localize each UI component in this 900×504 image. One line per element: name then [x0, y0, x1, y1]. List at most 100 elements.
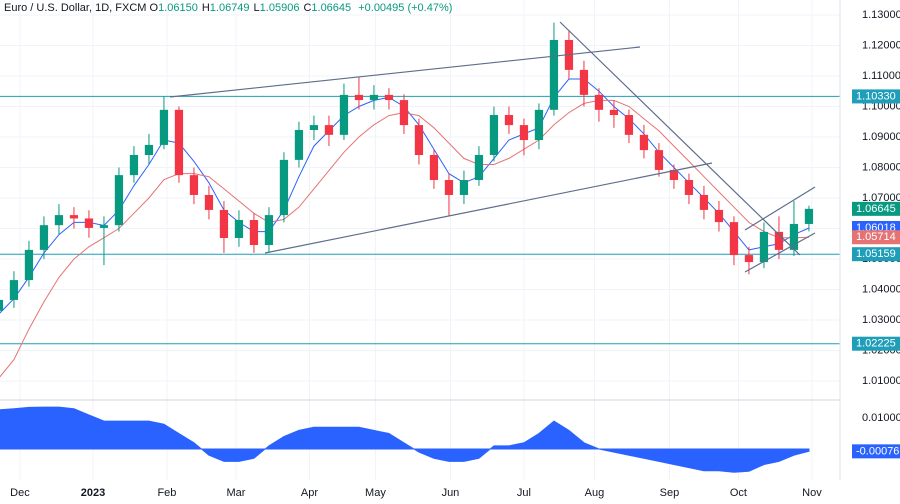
trend-line: [559, 21, 801, 256]
ohlc: O1.06150 H1.06749 L1.05906 C1.06645: [150, 2, 356, 14]
candle-body: [789, 223, 799, 250]
x-tick-label: Dec: [10, 487, 30, 499]
y-tick-label: 1.03000: [862, 314, 900, 326]
ohlc-value: 1.05906: [259, 2, 300, 14]
candle-body: [189, 175, 199, 195]
candle-body: [654, 150, 664, 170]
x-tick-label: Nov: [802, 487, 822, 499]
candle-body: [534, 109, 544, 141]
candle-body: [519, 125, 529, 141]
osc-tick-label: 0.01000: [862, 412, 900, 424]
candle-body: [309, 125, 319, 130]
level-tag-bg: [852, 247, 900, 262]
candle-body: [549, 39, 559, 110]
candle-body: [684, 180, 694, 195]
ohlc-value: 1.06645: [311, 2, 352, 14]
candle-body: [24, 249, 34, 281]
x-tick-label: Aug: [585, 487, 605, 499]
candle-body: [249, 219, 259, 246]
candle-body: [39, 225, 49, 250]
candle-body: [0, 299, 4, 311]
candle-body: [399, 100, 409, 126]
candle-body: [54, 215, 64, 226]
candle-body: [729, 222, 739, 256]
candle-body: [354, 94, 364, 101]
candle-body: [594, 94, 604, 110]
candle-body: [294, 129, 304, 160]
ohlc-label: L: [253, 2, 260, 14]
y-tick-label: 1.08000: [862, 161, 900, 173]
candle-body: [159, 109, 169, 145]
y-tick-label: 1.12000: [862, 39, 900, 51]
y-tick-label: 1.09000: [862, 131, 900, 143]
candle-body: [639, 134, 649, 151]
candle-body: [459, 180, 469, 195]
header: Euro / U.S. Dollar, 1D, FXCM O1.06150 H1.…: [4, 2, 456, 14]
x-tick-label: Oct: [730, 487, 747, 499]
candle-body: [774, 231, 784, 250]
symbol: Euro / U.S. Dollar, 1D, FXCM: [4, 2, 147, 14]
candle-body: [579, 69, 589, 95]
y-tick-label: 1.01000: [862, 375, 900, 387]
last-price-tag-bg: [852, 201, 900, 216]
trend-line: [744, 186, 816, 231]
y-tick-label: 1.13000: [862, 9, 900, 21]
ohlc-label: O: [149, 2, 159, 14]
candle-body: [99, 225, 109, 228]
oscillator-area: [0, 406, 810, 473]
candle-body: [504, 115, 514, 126]
candle-body: [699, 194, 709, 210]
level-tag: 1.05159: [856, 248, 896, 260]
trend-line: [744, 232, 816, 273]
level-tag-bg: [852, 336, 900, 351]
y-tick-label: 1.11000: [862, 70, 900, 82]
x-tick-label: May: [365, 487, 386, 499]
ohlc-label: H: [201, 2, 210, 14]
candle-body: [609, 109, 619, 116]
candle-body: [624, 115, 634, 135]
candle-body: [234, 219, 244, 238]
x-tick-label: 2023: [81, 487, 105, 499]
level-tag: 1.10330: [856, 90, 896, 102]
candle-body: [339, 94, 349, 135]
candle-body: [84, 218, 94, 228]
x-tick-label: Jun: [442, 487, 460, 499]
candle-body: [144, 144, 154, 155]
candle-body: [759, 231, 769, 263]
candle-body: [414, 125, 424, 155]
candle-body: [324, 125, 334, 135]
candle-body: [174, 109, 184, 176]
candle-body: [9, 280, 19, 300]
osc-tag-bg: [852, 444, 900, 459]
candle-body: [114, 175, 124, 226]
level-tag-bg: [852, 89, 900, 104]
last-price-tag: 1.06645: [856, 203, 896, 215]
candle-body: [369, 94, 379, 101]
candle-body: [744, 255, 754, 263]
osc-tag: -0.00076: [856, 445, 899, 457]
x-tick-label: Sep: [660, 487, 680, 499]
candle-body: [384, 94, 394, 101]
x-tick-label: Mar: [226, 487, 245, 499]
ohlc-value: 1.06150: [158, 2, 198, 14]
candle-body: [219, 209, 229, 238]
y-tick-label: 1.04000: [862, 283, 900, 295]
candle-body: [474, 154, 484, 181]
candle-body: [69, 215, 79, 219]
trend-lines: [169, 21, 816, 273]
ohlc-label: C: [303, 2, 312, 14]
candle-body: [669, 169, 679, 181]
candle-body: [714, 209, 724, 223]
candle-body: [429, 154, 439, 181]
candle-body: [129, 154, 139, 176]
ma-tag: 1.05714: [856, 231, 896, 243]
trend-line: [264, 162, 713, 254]
ma-tag-bg: [852, 230, 900, 245]
candle-body: [804, 208, 814, 224]
candle-body: [444, 180, 454, 195]
trend-line: [169, 46, 641, 98]
candle-body: [264, 215, 274, 246]
candle-body: [489, 115, 499, 155]
